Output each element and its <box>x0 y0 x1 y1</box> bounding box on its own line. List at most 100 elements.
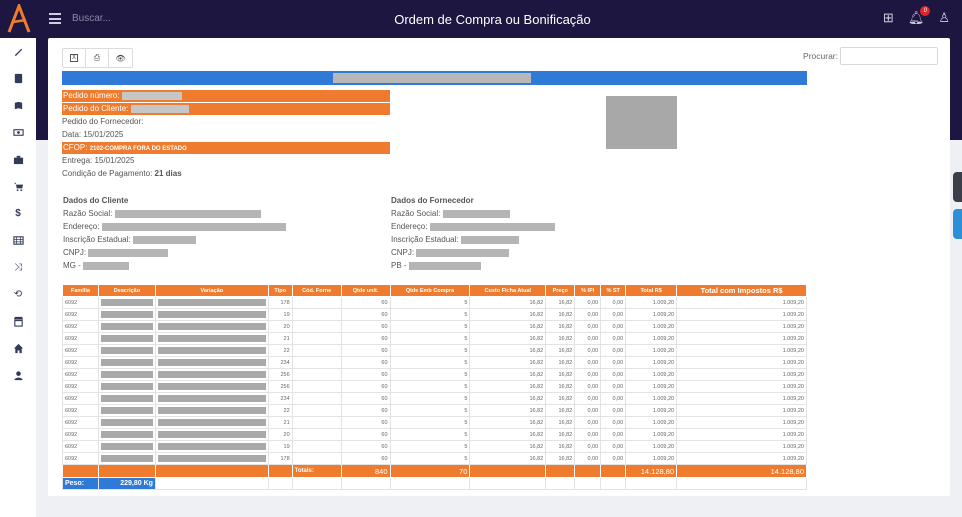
table-row[interactable]: 6092 21 60 5 16,82 16,82 0,00 0,00 1.009,20 1.009… <box>62 332 807 345</box>
table-row[interactable]: 6092 21 60 5 16,82 16,82 0,00 0,00 1.009,20 1.009… <box>62 416 807 429</box>
cell-descricao-redacted <box>97 320 156 333</box>
cell-preco: 16,82 <box>545 428 576 441</box>
redacted-value <box>100 323 153 330</box>
cell-ipi: 0,00 <box>574 332 602 345</box>
cell-tipo: 256 <box>267 368 293 381</box>
col-ipi[interactable]: % IPI <box>574 284 602 297</box>
sidebar-item-user[interactable] <box>0 362 36 389</box>
sidebar-item-home[interactable] <box>0 335 36 362</box>
pedido-numero-row: Pedido número: <box>62 90 390 102</box>
view-button[interactable]: 👁 <box>109 49 132 67</box>
redacted-value <box>100 335 153 342</box>
col-familia[interactable]: Família <box>62 284 99 297</box>
redacted-value <box>157 443 266 450</box>
top-bar: Buscar... Ordem de Compra ou Bonificação… <box>0 0 962 38</box>
table-row[interactable]: 6092 234 60 5 16,82 16,82 0,00 0,00 1.009,20 1.00… <box>62 392 807 405</box>
excel-export-button[interactable]: X <box>63 49 86 67</box>
table-row[interactable]: 6092 22 60 5 16,82 16,82 0,00 0,00 1.009,20 1.009… <box>62 344 807 357</box>
table-row[interactable]: 6092 178 60 5 16,82 16,82 0,00 0,00 1.009,20 1.00… <box>62 296 807 309</box>
cell-total-impostos: 1.009,20 <box>676 296 807 309</box>
user-profile-icon[interactable]: ♙ <box>938 10 950 25</box>
table-row[interactable]: 6092 19 60 5 16,82 16,82 0,00 0,00 1.009,20 1.009… <box>62 308 807 321</box>
col-preco[interactable]: Preço <box>545 284 576 297</box>
col-variacao[interactable]: Variação <box>154 284 269 297</box>
supplier-section-title: Dados do Fornecedor <box>391 196 474 205</box>
client-razao-label: Razão Social: <box>63 209 113 218</box>
redacted-value <box>157 359 266 366</box>
cell-custo: 16,82 <box>469 440 547 453</box>
sidebar-item-retweet[interactable]: ⟲ <box>0 281 36 308</box>
redacted-value <box>88 248 169 257</box>
search-input[interactable] <box>840 47 938 65</box>
cell-st: 0,00 <box>600 392 627 405</box>
cell-tipo: 256 <box>267 380 293 393</box>
cell-ipi: 0,00 <box>574 356 602 369</box>
cell-cod-forne <box>291 368 342 381</box>
edge-tab-help[interactable] <box>953 209 962 239</box>
col-qtde-unit[interactable]: Qtde unit. <box>340 284 391 297</box>
print-button[interactable]: ⎙ <box>86 49 109 67</box>
cell-familia: 6092 <box>62 440 99 453</box>
table-row[interactable]: 6092 234 60 5 16,82 16,82 0,00 0,00 1.009,20 1.00… <box>62 356 807 369</box>
sidebar-item-store[interactable] <box>0 308 36 335</box>
cell-familia: 6092 <box>62 452 99 465</box>
col-st[interactable]: % ST <box>600 284 627 297</box>
table-row[interactable]: 6092 20 60 5 16,82 16,82 0,00 0,00 1.009,20 1.009… <box>62 428 807 441</box>
retweet-icon: ⟲ <box>13 289 23 300</box>
sidebar-item-briefcase[interactable] <box>0 146 36 173</box>
client-uf-label: MG - <box>63 261 81 270</box>
global-search-input[interactable]: Buscar... <box>72 13 111 24</box>
table-row[interactable]: 6092 19 60 5 16,82 16,82 0,00 0,00 1.009,20 1.009… <box>62 440 807 453</box>
cell-st: 0,00 <box>600 320 627 333</box>
cart-icon <box>13 182 23 192</box>
cell-familia: 6092 <box>62 308 99 321</box>
client-inscricao-label: Inscrição Estadual: <box>63 235 131 244</box>
cell-variacao-redacted <box>154 428 269 441</box>
col-tipo[interactable]: Tipo <box>267 284 293 297</box>
peso-empty-cell <box>600 477 627 490</box>
client-section-title: Dados do Cliente <box>63 196 129 205</box>
edge-tab-settings[interactable] <box>953 172 962 202</box>
cell-tipo: 234 <box>267 356 293 369</box>
table-row[interactable]: 6092 22 60 5 16,82 16,82 0,00 0,00 1.009,20 1.009… <box>62 404 807 417</box>
cell-variacao-redacted <box>154 380 269 393</box>
condicao-label: Condição de Pagamento: <box>62 169 153 178</box>
app-logo[interactable] <box>4 4 34 34</box>
col-total[interactable]: Total R$ <box>625 284 678 297</box>
sidebar-item-tools[interactable] <box>0 38 36 65</box>
table-row[interactable]: 6092 256 60 5 16,82 16,82 0,00 0,00 1.009,20 1.00… <box>62 368 807 381</box>
cell-tipo: 22 <box>267 404 293 417</box>
data-label: Data: 15/01/2025 <box>62 130 124 139</box>
sidebar-item-table[interactable] <box>0 227 36 254</box>
sidebar-item-money[interactable] <box>0 119 36 146</box>
sidebar-item-shuffle[interactable]: ⤨ <box>0 254 36 281</box>
totals-empty-cell <box>97 464 156 478</box>
table-row[interactable]: 6092 178 60 5 16,82 16,82 0,00 0,00 1.009,20 1.00… <box>62 452 807 465</box>
cell-qtde-unit: 60 <box>340 404 391 417</box>
table-row[interactable]: 6092 20 60 5 16,82 16,82 0,00 0,00 1.009,20 1.009… <box>62 320 807 333</box>
wrench-icon <box>14 48 22 57</box>
cell-custo: 16,82 <box>469 392 547 405</box>
client-cnpj-label: CNPJ: <box>63 248 87 257</box>
col-qtde-emb[interactable]: Qtde Emb Compra <box>389 284 471 297</box>
col-custo[interactable]: Custo Ficha Atual <box>469 284 547 297</box>
col-cod-forne[interactable]: Cód. Forne <box>291 284 342 297</box>
cell-cod-forne <box>291 380 342 393</box>
hamburger-menu-icon[interactable] <box>49 13 61 24</box>
sidebar-item-finance[interactable]: $ <box>0 200 36 227</box>
grid-apps-icon[interactable]: ⊞ <box>882 10 894 25</box>
bell-icon[interactable]: 🔔︎ 0 <box>908 6 931 25</box>
redacted-value <box>100 359 153 366</box>
cell-qtde-unit: 60 <box>340 416 391 429</box>
cell-total-impostos: 1.009,20 <box>676 356 807 369</box>
cell-custo: 16,82 <box>469 332 547 345</box>
table-row[interactable]: 6092 256 60 5 16,82 16,82 0,00 0,00 1.009,20 1.00… <box>62 380 807 393</box>
cell-qtde-emb: 5 <box>389 380 471 393</box>
col-descricao[interactable]: Descrição <box>97 284 156 297</box>
sidebar-item-book[interactable] <box>0 92 36 119</box>
col-total-impostos[interactable]: Total com Impostos R$ <box>676 284 807 297</box>
sidebar-item-calculator[interactable] <box>0 65 36 92</box>
supplier-data-section: Dados do Fornecedor Razão Social: Endere… <box>391 194 555 272</box>
cell-cod-forne <box>291 296 342 309</box>
sidebar-item-cart[interactable] <box>0 173 36 200</box>
